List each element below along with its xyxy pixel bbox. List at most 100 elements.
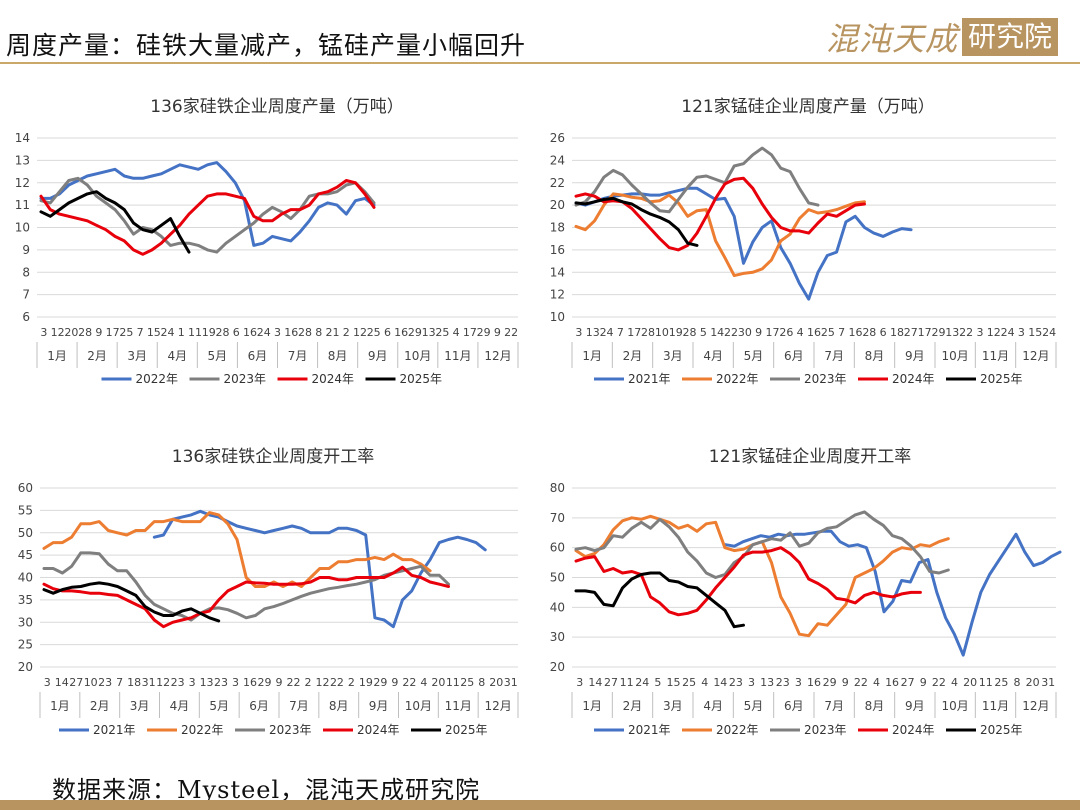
x-tick-label: 5	[700, 326, 707, 339]
x-tick-label: 20	[963, 676, 977, 689]
x-tick-label: 6	[233, 326, 240, 339]
x-tick-label: 28	[298, 326, 312, 339]
x-tick-label: 16	[284, 326, 298, 339]
x-tick-label: 1	[178, 326, 185, 339]
x-tick-label: 29	[823, 676, 837, 689]
month-label: 3月	[663, 349, 683, 363]
legend-label: 2021年	[628, 372, 671, 386]
month-label: 4月	[703, 699, 723, 713]
x-tick-label: 3	[232, 676, 239, 689]
x-tick-label: 31	[504, 676, 518, 689]
x-tick-label: 8	[315, 326, 322, 339]
x-tick-label: 7	[137, 326, 144, 339]
x-tick-label: 27	[604, 676, 618, 689]
month-label: 7月	[824, 349, 844, 363]
month-label: 9月	[905, 699, 925, 713]
x-tick-label: 10	[84, 676, 98, 689]
month-label: 7月	[824, 699, 844, 713]
x-tick-label: 13	[586, 326, 600, 339]
month-label: 1月	[50, 699, 70, 713]
series-line	[574, 546, 922, 617]
x-tick-label: 4	[701, 676, 708, 689]
x-tick-label: 22	[724, 326, 738, 339]
x-tick-label: 28	[683, 326, 697, 339]
month-label: 1月	[47, 349, 67, 363]
x-tick-label: 25	[119, 326, 133, 339]
x-tick-label: 9	[920, 676, 927, 689]
y-tick-label: 20	[550, 198, 565, 212]
y-tick-label: 16	[550, 243, 565, 257]
y-tick-label: 45	[18, 548, 33, 562]
x-tick-label: 22	[402, 676, 416, 689]
x-tick-label: 31	[1041, 676, 1055, 689]
x-tick-label: 19	[669, 326, 683, 339]
x-tick-label: 13	[945, 326, 959, 339]
x-tick-label: 29	[373, 676, 387, 689]
legend-label: 2024年	[357, 723, 400, 737]
month-label: 6月	[784, 349, 804, 363]
series-line	[39, 190, 191, 254]
y-tick-label: 35	[18, 593, 33, 607]
month-label: 2月	[623, 699, 643, 713]
x-tick-label: 22	[330, 676, 344, 689]
month-label: 10月	[942, 699, 969, 713]
legend-label: 2024年	[892, 723, 935, 737]
x-tick-label: 3	[44, 676, 51, 689]
x-tick-label: 25	[994, 676, 1008, 689]
x-tick-label: 16	[807, 676, 821, 689]
x-tick-label: 7	[617, 326, 624, 339]
y-tick-label: 20	[18, 660, 33, 674]
y-tick-label: 10	[550, 310, 565, 324]
y-tick-label: 60	[550, 541, 565, 555]
chart-title: 121家锰硅企业周度开工率	[709, 447, 911, 467]
x-tick-label: 14	[710, 326, 724, 339]
x-tick-label: 12	[156, 676, 170, 689]
x-tick-label: 9	[95, 326, 102, 339]
month-label: 9月	[905, 349, 925, 363]
x-tick-label: 9	[755, 326, 762, 339]
x-tick-label: 26	[779, 326, 793, 339]
y-tick-label: 6	[22, 310, 30, 324]
x-tick-label: 28	[862, 326, 876, 339]
x-tick-label: 12	[987, 326, 1001, 339]
y-tick-label: 50	[550, 571, 565, 585]
legend-label: 2022年	[136, 372, 179, 386]
x-tick-label: 4	[453, 326, 460, 339]
y-tick-label: 22	[550, 176, 565, 190]
x-tick-label: 19	[359, 676, 373, 689]
x-tick-label: 30	[738, 326, 752, 339]
x-tick-label: 24	[257, 326, 271, 339]
x-tick-label: 3	[274, 326, 281, 339]
x-tick-label: 25	[460, 676, 474, 689]
y-tick-label: 13	[15, 153, 30, 167]
x-tick-label: 25	[367, 326, 381, 339]
x-tick-label: 23	[171, 676, 185, 689]
x-tick-label: 28	[641, 326, 655, 339]
series-line	[39, 176, 376, 254]
x-tick-label: 11	[979, 676, 993, 689]
month-label: 10月	[405, 699, 432, 713]
x-tick-label: 2	[343, 326, 350, 339]
brand-logo: 混沌天成 研究院	[826, 14, 1058, 60]
x-tick-label: 27	[69, 676, 83, 689]
y-tick-label: 70	[550, 511, 565, 525]
x-tick-label: 14	[55, 676, 69, 689]
month-label: 12月	[484, 699, 511, 713]
x-tick-label: 17	[463, 326, 477, 339]
footer-bar	[0, 800, 1080, 810]
page-title: 周度产量：硅铁大量减产，锰硅产量小幅回升	[6, 31, 527, 60]
series-line	[574, 571, 745, 629]
x-tick-label: 12	[51, 326, 65, 339]
logo-box: 研究院	[961, 18, 1058, 56]
month-label: 4月	[703, 349, 723, 363]
y-tick-label: 24	[550, 153, 565, 167]
series-line	[574, 186, 913, 301]
x-tick-label: 22	[286, 676, 300, 689]
x-tick-label: 28	[216, 326, 230, 339]
source-note: 数据来源：Mysteel，混沌天成研究院	[52, 776, 481, 804]
legend-label: 2022年	[181, 723, 224, 737]
y-tick-label: 26	[550, 131, 565, 145]
x-tick-label: 22	[932, 676, 946, 689]
x-tick-label: 25	[435, 326, 449, 339]
y-tick-label: 20	[550, 660, 565, 674]
